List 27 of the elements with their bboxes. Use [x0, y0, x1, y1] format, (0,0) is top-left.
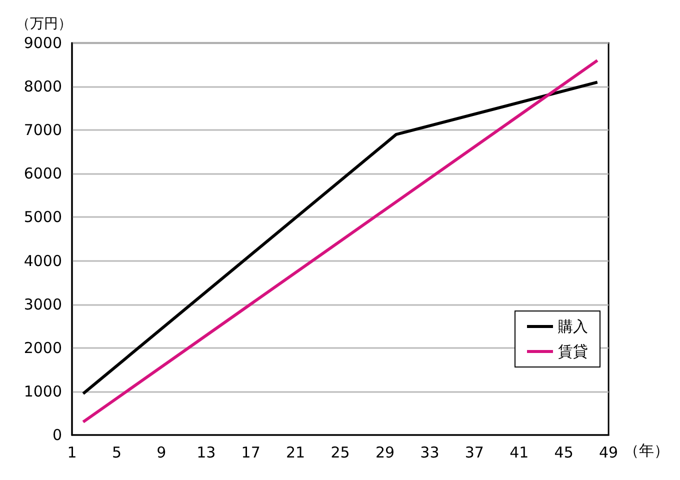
- x-tick-label: 17: [241, 444, 260, 462]
- y-tick-label: 1000: [24, 382, 62, 400]
- y-axis-title: （万円）: [16, 16, 72, 32]
- y-tick-label: 5000: [24, 208, 62, 226]
- y-tick-label: 9000: [24, 34, 62, 52]
- legend-label: 賃貸: [558, 342, 588, 360]
- y-tick-label: 4000: [24, 252, 62, 270]
- y-tick-label: 2000: [24, 338, 62, 357]
- x-tick-label: 37: [464, 444, 484, 462]
- x-tick-label: 1: [67, 444, 77, 462]
- x-axis-title: （年）: [624, 442, 669, 460]
- x-tick-label: 41: [510, 444, 529, 462]
- x-tick-label: 49: [599, 444, 618, 462]
- y-tick-label: 8000: [24, 78, 62, 96]
- y-tick-label: 7000: [24, 121, 62, 140]
- x-tick-label: 21: [286, 444, 306, 462]
- legend-label: 購入: [558, 318, 588, 336]
- x-tick-label: 33: [420, 444, 440, 462]
- y-tick-label: 0: [52, 426, 62, 444]
- x-tick-label: 13: [196, 444, 216, 462]
- y-tick-label: 3000: [24, 295, 62, 314]
- x-tick-label: 25: [330, 444, 350, 462]
- x-tick-label: 45: [554, 444, 574, 462]
- x-tick-label: 9: [156, 444, 166, 462]
- x-tick-label: 29: [375, 444, 395, 462]
- y-tick-label: 6000: [24, 164, 62, 183]
- x-tick-label: 5: [112, 444, 122, 462]
